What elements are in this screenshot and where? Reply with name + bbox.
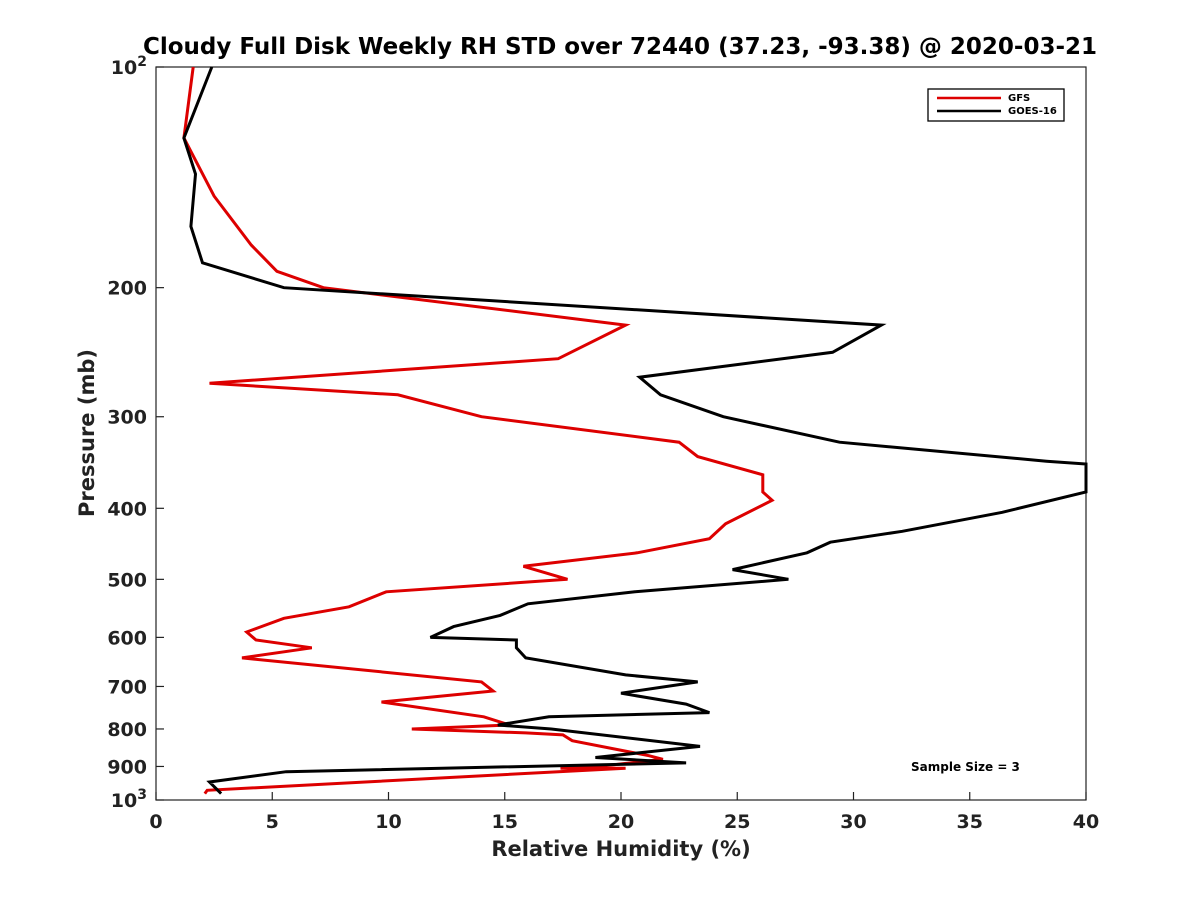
y-tick-label: 400 — [107, 498, 147, 520]
x-tick-label: 25 — [724, 811, 750, 833]
x-tick-label: 5 — [266, 811, 279, 833]
legend-box — [927, 88, 1065, 122]
y-axis-label: Pressure (mb) — [75, 349, 99, 517]
x-tick-label: 30 — [840, 811, 866, 833]
x-tick-label: 40 — [1073, 811, 1099, 833]
x-tick-label: 15 — [492, 811, 518, 833]
x-tick-label: 0 — [149, 811, 162, 833]
y-tick-label: 500 — [107, 569, 147, 591]
x-tick-label: 35 — [957, 811, 983, 833]
legend: GFS GOES-16 — [927, 88, 1065, 122]
legend-label-gfs: GFS — [1008, 93, 1030, 104]
series-layer — [182, 66, 1088, 795]
y-tick-label: 600 — [107, 627, 147, 649]
y-tick-label: 800 — [107, 719, 147, 741]
x-tick-label: 20 — [608, 811, 634, 833]
y-tick-label: 700 — [107, 676, 147, 698]
legend-label-goes16: GOES-16 — [1008, 106, 1057, 117]
series-line-goes16 — [182, 66, 1088, 795]
x-axis-label: Relative Humidity (%) — [491, 837, 750, 861]
x-tick-label: 10 — [375, 811, 401, 833]
y-tick-label: 200 — [107, 278, 147, 300]
y-tick-label: 102 — [111, 54, 147, 79]
chart-title: Cloudy Full Disk Weekly RH STD over 7244… — [143, 34, 1097, 60]
axis-layer: 0 5 10 15 20 25 30 35 40 102 200 300 400 500 600 700 800… — [107, 54, 1099, 833]
y-tick-label: 103 — [111, 787, 147, 812]
sample-size-annotation: Sample Size = 3 — [911, 760, 1020, 774]
series-line-gfs — [182, 66, 775, 795]
y-tick-label: 300 — [107, 407, 147, 429]
y-tick-label: 900 — [107, 756, 147, 778]
